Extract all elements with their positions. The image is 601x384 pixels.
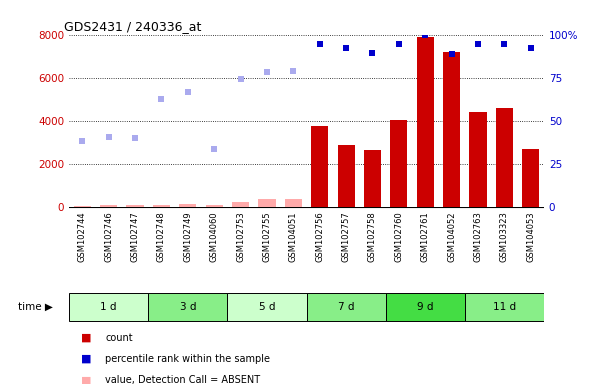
Text: ■: ■: [81, 354, 91, 364]
Text: ■: ■: [81, 333, 91, 343]
Bar: [416, 37, 434, 207]
Text: GSM104053: GSM104053: [526, 212, 535, 262]
Text: GSM102747: GSM102747: [130, 212, 139, 262]
Bar: [206, 205, 223, 207]
Text: 11 d: 11 d: [493, 302, 516, 312]
Bar: [126, 205, 144, 207]
Text: GSM104052: GSM104052: [447, 212, 456, 262]
Text: 5 d: 5 d: [258, 302, 275, 312]
Bar: [148, 293, 227, 321]
Bar: [311, 126, 328, 207]
Text: GSM102756: GSM102756: [315, 212, 324, 262]
Text: 3 d: 3 d: [180, 302, 196, 312]
Text: GSM102761: GSM102761: [421, 212, 430, 262]
Text: GSM102758: GSM102758: [368, 212, 377, 262]
Bar: [496, 108, 513, 207]
Bar: [469, 113, 487, 207]
Text: ■: ■: [81, 375, 91, 384]
Bar: [443, 52, 460, 207]
Bar: [364, 150, 381, 207]
Text: 1 d: 1 d: [100, 302, 117, 312]
Text: GSM102746: GSM102746: [104, 212, 113, 262]
Text: 7 d: 7 d: [338, 302, 355, 312]
Text: GSM102755: GSM102755: [263, 212, 272, 262]
Bar: [74, 206, 91, 207]
Bar: [179, 204, 197, 207]
Bar: [232, 202, 249, 207]
Bar: [465, 293, 544, 321]
Text: GSM104051: GSM104051: [289, 212, 298, 262]
Bar: [100, 205, 117, 207]
Bar: [285, 199, 302, 207]
Bar: [390, 120, 407, 207]
Text: GSM102744: GSM102744: [78, 212, 87, 262]
Bar: [386, 293, 465, 321]
Text: GSM104060: GSM104060: [210, 212, 219, 262]
Text: GSM102757: GSM102757: [341, 212, 350, 262]
Text: GSM102763: GSM102763: [474, 212, 483, 262]
Text: GSM102753: GSM102753: [236, 212, 245, 262]
Text: GSM103323: GSM103323: [500, 212, 509, 262]
Bar: [153, 205, 170, 207]
Text: GSM102749: GSM102749: [183, 212, 192, 262]
Text: count: count: [105, 333, 133, 343]
Bar: [258, 199, 275, 207]
Bar: [227, 293, 307, 321]
Text: GDS2431 / 240336_at: GDS2431 / 240336_at: [64, 20, 202, 33]
Bar: [338, 145, 355, 207]
Text: percentile rank within the sample: percentile rank within the sample: [105, 354, 270, 364]
Bar: [522, 149, 539, 207]
Text: GSM102760: GSM102760: [394, 212, 403, 262]
Text: GSM102748: GSM102748: [157, 212, 166, 262]
Bar: [69, 293, 148, 321]
Text: 9 d: 9 d: [417, 302, 433, 312]
Text: time ▶: time ▶: [18, 302, 53, 312]
Bar: [307, 293, 386, 321]
Text: value, Detection Call = ABSENT: value, Detection Call = ABSENT: [105, 375, 260, 384]
